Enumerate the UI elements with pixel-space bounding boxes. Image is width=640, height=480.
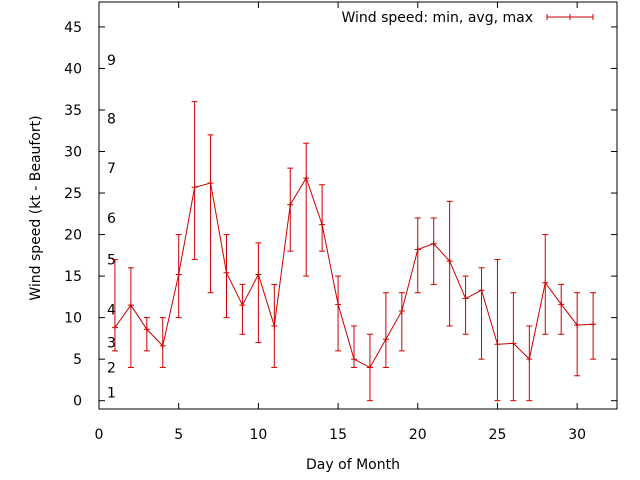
avg-point [351,356,358,363]
avg-point [446,258,453,265]
y-tick-label: 35 [64,103,82,119]
y-tick-label: 15 [64,269,82,285]
beaufort-label: 5 [107,252,116,268]
x-tick-label: 25 [489,427,507,443]
y-tick-label: 45 [64,20,82,36]
x-tick-label: 15 [329,427,347,443]
avg-point [287,201,294,208]
avg-point [366,364,373,371]
y-tick-label: 10 [64,311,82,327]
avg-point [414,246,421,253]
avg-point [255,271,262,278]
x-axis-title: Day of Month [306,457,400,473]
avg-point [430,240,437,247]
avg-point [398,307,405,314]
avg-point [335,301,342,308]
avg-point [462,295,469,302]
beaufort-label: 2 [107,360,116,376]
beaufort-label: 9 [107,53,116,69]
beaufort-label: 1 [107,385,116,401]
avg-point [127,302,134,309]
legend-label: Wind speed: min, avg, max [341,10,533,26]
beaufort-scale-labels: 1 2 3 4 5 6 7 8 9 [107,53,116,401]
y-tick-label: 40 [64,61,82,77]
y-tick-label: 20 [64,228,82,244]
avg-point [175,271,182,278]
plot-frame [98,1,618,410]
y-tick-label: 5 [73,352,82,368]
avg-point [478,287,485,294]
x-tick-label: 30 [568,427,586,443]
beaufort-label: 6 [107,211,116,227]
legend: Wind speed: min, avg, max [341,10,594,26]
y-tick-label: 25 [64,186,82,202]
x-tick-label: 0 [95,427,104,443]
x-axis-ticks: 0 5 10 15 20 25 30 [95,2,586,443]
avg-point [143,326,150,333]
beaufort-label: 3 [107,336,116,352]
avg-point [159,342,166,349]
y-tick-label: 30 [64,145,82,161]
avg-point [558,301,565,308]
avg-point [542,279,549,286]
avg-point [207,180,214,187]
avg-point [271,322,278,329]
avg-point [590,321,597,328]
avg-point [526,356,533,363]
x-tick-label: 10 [249,427,267,443]
avg-point [303,175,310,182]
avg-point [319,221,326,228]
y-axis-title: Wind speed (kt - Beaufort) [28,115,44,300]
avg-point [510,340,517,347]
legend-sample-line [546,14,594,20]
avg-points [111,175,597,371]
avg-point [574,322,581,329]
x-tick-label: 5 [174,427,183,443]
beaufort-label: 4 [107,302,116,318]
avg-point [111,324,118,331]
x-tick-label: 20 [409,427,427,443]
avg-point [223,269,230,276]
beaufort-label: 7 [107,161,116,177]
avg-point [239,302,246,309]
y-tick-label: 0 [73,394,82,410]
error-bars [111,101,597,402]
avg-point [382,336,389,343]
beaufort-label: 8 [107,111,116,127]
avg-point [494,341,501,348]
avg-point [191,184,198,191]
